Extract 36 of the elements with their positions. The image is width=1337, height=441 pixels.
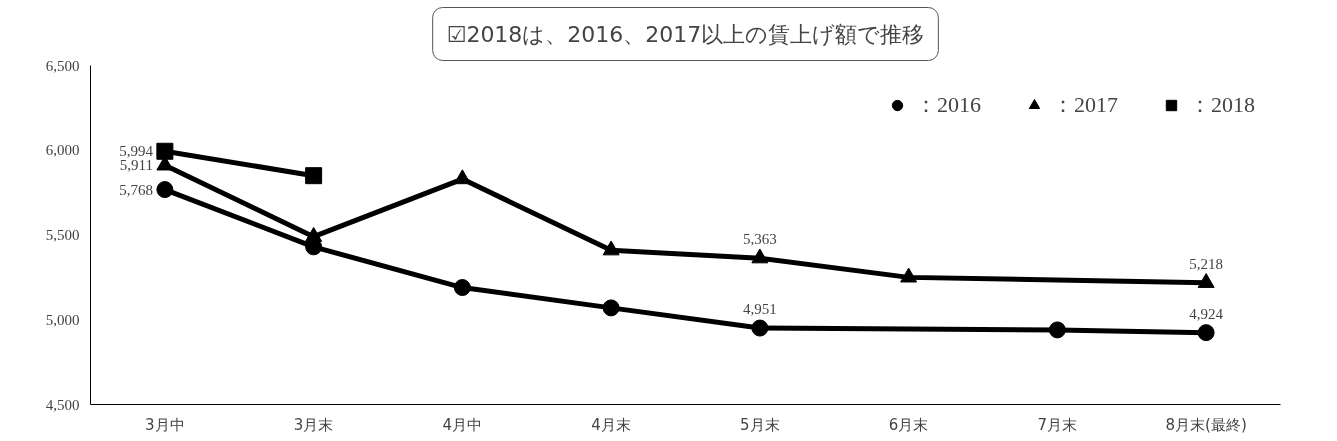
data-label: 4,951	[743, 301, 777, 318]
point	[305, 226, 323, 242]
x-tick-label: 8月末(最終)	[1165, 415, 1247, 434]
data-label: 5,994	[119, 143, 154, 160]
point	[602, 240, 620, 256]
x-tick-label: 4月中	[442, 415, 483, 434]
x-tick-label: 3月末	[293, 415, 334, 434]
point	[602, 299, 620, 317]
data-label: 5,363	[743, 231, 777, 248]
y-tick-label: 5,500	[45, 227, 80, 243]
point	[751, 248, 769, 264]
y-tick-label: 4,500	[45, 396, 80, 413]
y-tick-label: 6,500	[45, 57, 80, 74]
point	[156, 142, 174, 160]
legend-label: ：2017	[1052, 91, 1118, 119]
x-tick-label: 4月末	[591, 415, 631, 434]
point	[1048, 321, 1066, 339]
point	[900, 267, 918, 283]
point	[453, 279, 471, 297]
data-label: 5,768	[119, 181, 153, 198]
data-label: 4,924	[1189, 305, 1224, 322]
x-tick-label: 5月末	[740, 415, 780, 434]
legend-label: ：2018	[1189, 91, 1255, 119]
point	[1197, 324, 1215, 342]
point	[453, 169, 471, 185]
y-tick-label: 6,000	[45, 142, 80, 159]
point	[1197, 273, 1215, 288]
legend-label: ：2016	[915, 91, 981, 119]
x-tick-label: 6月末	[888, 415, 929, 434]
x-tick-label: 7月末	[1037, 415, 1078, 434]
data-label: 5,218	[1189, 255, 1223, 272]
point	[751, 319, 769, 337]
x-tick-label: 3月中	[145, 415, 185, 434]
data-label: 5,911	[119, 157, 153, 174]
chart-title: ☑2018は、2016、2017以上の賃上げ額で推移	[446, 21, 925, 47]
y-tick-label: 5,000	[45, 311, 80, 328]
